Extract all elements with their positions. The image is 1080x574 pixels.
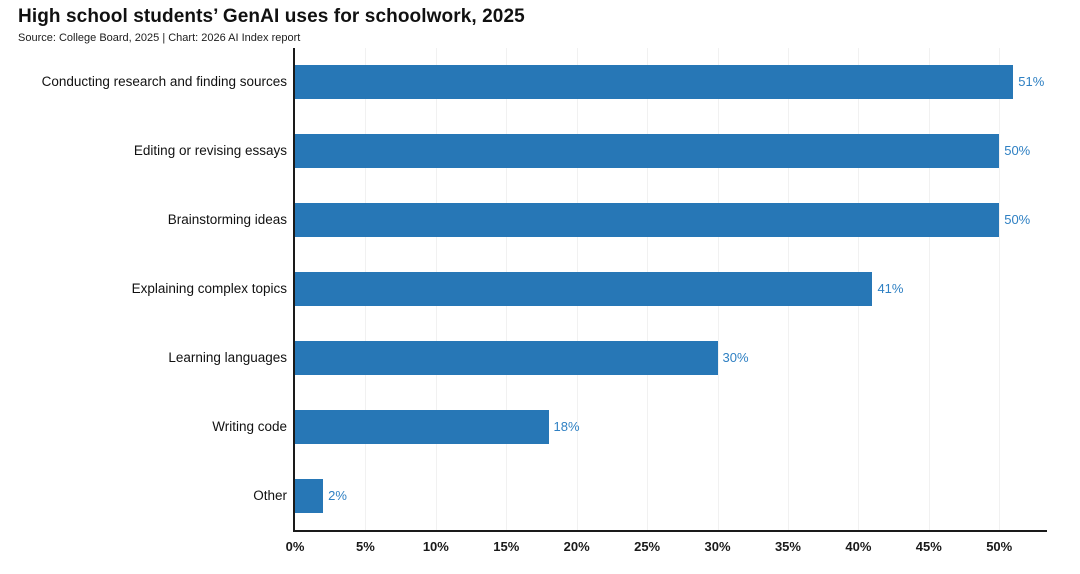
bar	[295, 203, 1000, 238]
bar-value-label: 2%	[328, 487, 347, 503]
x-axis-line	[293, 530, 1047, 532]
bar-value-label: 41%	[877, 281, 904, 296]
bar	[295, 65, 1014, 100]
category-label: Learning languages	[168, 349, 287, 365]
x-axis-tick-label: 35%	[774, 539, 801, 554]
category-label: Explaining complex topics	[131, 281, 287, 296]
x-axis-tick-label: 5%	[356, 539, 375, 554]
y-axis-line	[293, 48, 295, 532]
bar-value-label: 50%	[1004, 143, 1031, 159]
category-label: Conducting research and finding sources	[41, 74, 287, 90]
gridline	[928, 48, 930, 530]
x-axis-tick-label: 50%	[986, 539, 1013, 554]
category-label: Editing or revising essays	[133, 143, 287, 159]
bar	[295, 340, 718, 375]
x-axis-tick-label: 25%	[634, 539, 661, 554]
x-axis-tick-label: 45%	[915, 539, 942, 554]
category-label: Brainstorming ideas	[167, 212, 287, 228]
gridline	[999, 48, 1001, 530]
chart-title: High school students’ GenAI uses for sch…	[18, 6, 525, 27]
x-axis-tick-label: 0%	[285, 539, 305, 554]
bar-value-label: 51%	[1018, 74, 1045, 90]
bar	[295, 134, 1000, 169]
bar	[295, 409, 549, 444]
x-axis-tick-label: 10%	[422, 539, 449, 554]
x-axis-tick-label: 30%	[704, 539, 731, 554]
chart-source-caption: Source: College Board, 2025 | Chart: 202…	[18, 32, 301, 44]
x-axis-tick-label: 20%	[563, 539, 590, 554]
x-axis-tick-label: 40%	[845, 539, 872, 554]
bar-value-label: 50%	[1004, 212, 1031, 228]
bar	[295, 272, 873, 306]
x-axis-tick-label: 15%	[493, 539, 520, 554]
bar-value-label: 18%	[553, 418, 580, 434]
bar-value-label: 30%	[722, 349, 749, 365]
category-label: Other	[253, 487, 287, 503]
bar	[295, 478, 324, 513]
category-label: Writing code	[212, 418, 287, 434]
